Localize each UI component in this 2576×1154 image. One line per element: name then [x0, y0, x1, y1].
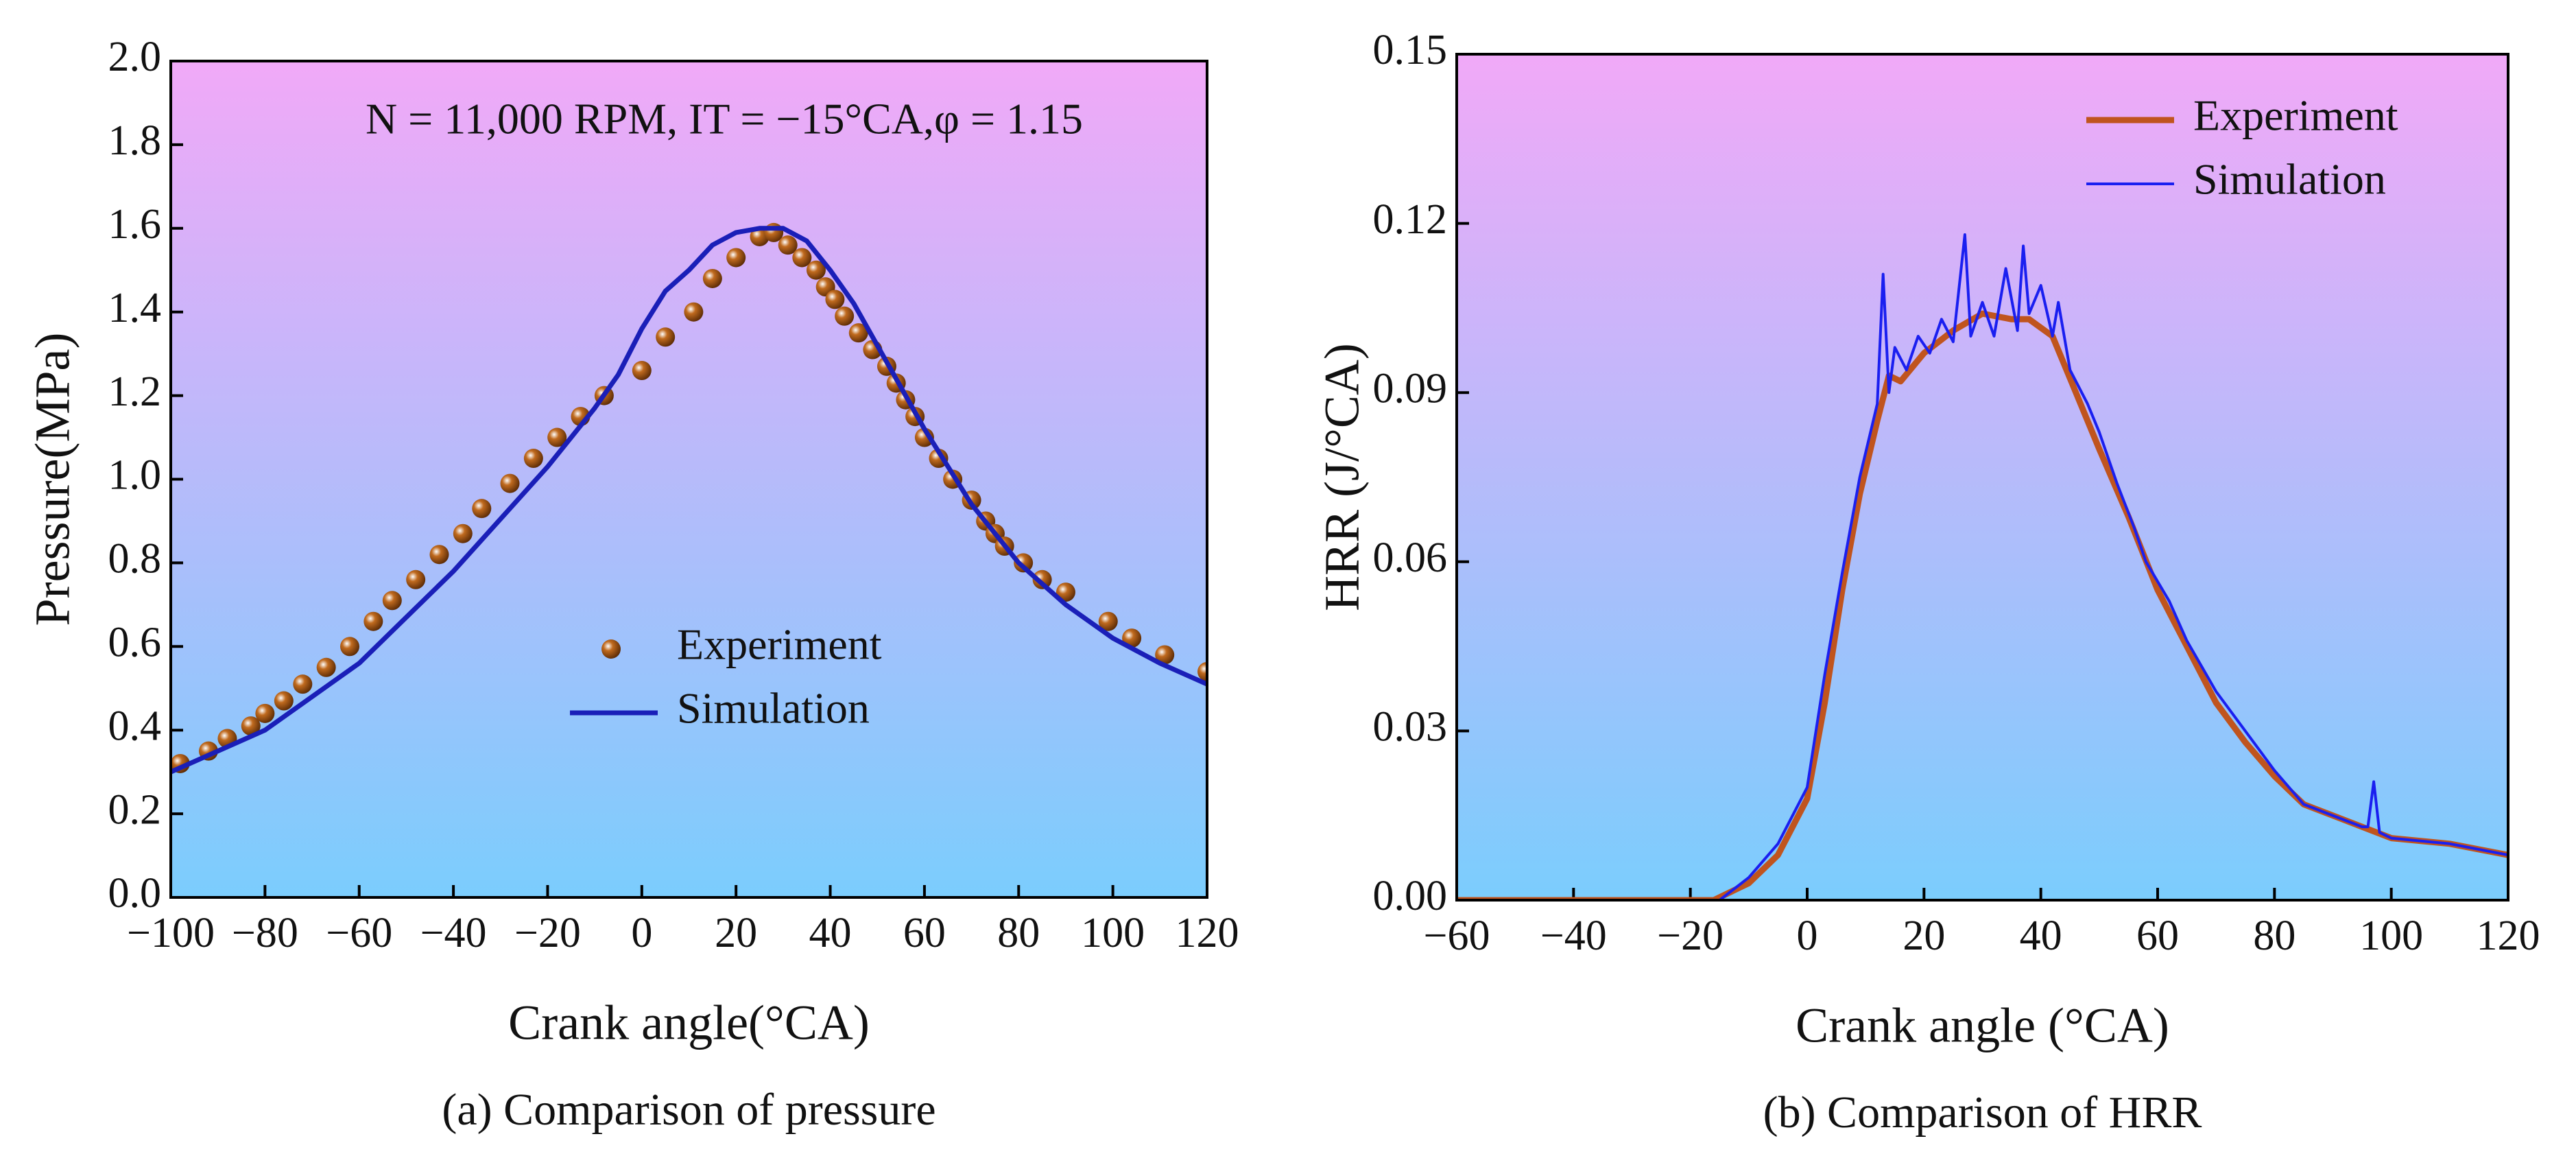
x-tick-label: 0 [631, 910, 652, 956]
experiment-point [547, 427, 567, 447]
x-tick-label: 80 [997, 910, 1040, 956]
x-tick-label: −40 [420, 910, 487, 956]
legend-label: Experiment [2193, 91, 2398, 140]
experiment-point [806, 260, 826, 280]
legend-label: Experiment [677, 620, 882, 669]
x-axis-label: Crank angle (°CA) [1796, 998, 2169, 1053]
experiment-point [792, 248, 812, 268]
y-tick-label: 1.6 [108, 201, 162, 248]
series-line [171, 226, 1207, 775]
y-axis-label: Pressure(MPa) [25, 333, 80, 626]
y-tick-label: 0.2 [108, 786, 162, 833]
x-axis-label: Crank angle(°CA) [508, 996, 870, 1050]
y-tick-label: 0.06 [1373, 534, 1448, 581]
x-tick-label: −20 [514, 910, 581, 956]
experiment-point [241, 716, 261, 736]
y-tick-label: 1.4 [108, 285, 162, 331]
x-tick-label: −20 [1657, 912, 1724, 959]
experiment-point [472, 499, 492, 519]
x-tick-label: 100 [1081, 910, 1145, 956]
x-tick-label: 40 [2020, 912, 2062, 959]
legend-label: Simulation [677, 684, 870, 733]
experiment-point [656, 327, 676, 347]
experiment-point [684, 302, 704, 322]
plot-frame [1455, 53, 2509, 902]
experiment-point [1032, 569, 1052, 589]
y-tick-label: 1.2 [108, 368, 162, 415]
experiment-point [293, 674, 313, 694]
experiment-point [1155, 645, 1175, 665]
experiment-point [339, 637, 359, 657]
x-tick-label: −40 [1540, 912, 1607, 959]
experiment-point [1056, 582, 1075, 602]
plot-area [1457, 233, 2508, 900]
x-tick-label: 20 [715, 910, 757, 956]
plot-background [171, 61, 1207, 897]
experiment-point [835, 306, 855, 326]
y-tick-label: 0.0 [108, 870, 162, 917]
experiment-point [429, 545, 449, 565]
experiment-point [274, 691, 294, 711]
x-tick-label: 120 [2477, 912, 2540, 959]
y-tick-label: 0.15 [1373, 27, 1448, 73]
experiment-point [825, 290, 845, 309]
plot-area [171, 222, 1207, 775]
experiment-point [316, 657, 336, 677]
legend-label: Simulation [2193, 155, 2386, 204]
y-tick-label: 0.00 [1373, 873, 1448, 919]
x-tick-label: 100 [2359, 912, 2423, 959]
x-tick-label: 40 [809, 910, 852, 956]
experiment-point [726, 248, 746, 268]
experiment-point [1098, 611, 1118, 631]
series-line [1457, 310, 2508, 900]
experiment-point [1197, 661, 1207, 681]
experiment-point [702, 268, 722, 288]
x-tick-label: −80 [232, 910, 298, 956]
annotation: N = 11,000 RPM, IT = −15°CA,φ = 1.15 [366, 95, 1083, 143]
y-tick-label: 0.03 [1373, 704, 1448, 751]
caption: (b) Comparison of HRR [1763, 1087, 2202, 1138]
caption: (a) Comparison of pressure [442, 1085, 935, 1135]
experiment-point [500, 473, 520, 493]
experiment-point [406, 569, 426, 589]
experiment-point [1014, 553, 1034, 573]
x-tick-label: 80 [2253, 912, 2295, 959]
x-tick-label: 60 [903, 910, 946, 956]
x-tick-label: 20 [1903, 912, 1945, 959]
experiment-point [382, 591, 402, 611]
y-axis-label: HRR (J/°CA) [1315, 343, 1370, 611]
x-tick-label: −100 [127, 910, 215, 956]
x-tick-label: −60 [1424, 912, 1490, 959]
series-line [1719, 233, 2508, 900]
experiment-point [632, 361, 652, 381]
y-tick-label: 0.6 [108, 620, 162, 666]
experiment-point [453, 523, 473, 543]
x-tick-label: 0 [1797, 912, 1818, 959]
y-tick-label: 0.4 [108, 703, 162, 749]
y-tick-label: 0.12 [1373, 196, 1448, 243]
x-tick-label: 120 [1176, 910, 1239, 956]
x-tick-label: 60 [2136, 912, 2179, 959]
experiment-point [778, 235, 798, 255]
y-tick-label: 1.8 [108, 117, 162, 164]
experiment-point [363, 611, 383, 631]
experiment-point [523, 449, 543, 469]
y-tick-label: 0.8 [108, 536, 162, 582]
legend-marker [601, 639, 621, 659]
y-tick-label: 0.09 [1373, 365, 1448, 412]
plot-frame [169, 60, 1208, 899]
y-tick-label: 1.0 [108, 452, 162, 499]
experiment-point [848, 323, 868, 343]
x-tick-label: −60 [326, 910, 392, 956]
y-tick-label: 2.0 [108, 34, 162, 80]
experiment-point [255, 703, 275, 723]
plot-background [1457, 54, 2508, 900]
